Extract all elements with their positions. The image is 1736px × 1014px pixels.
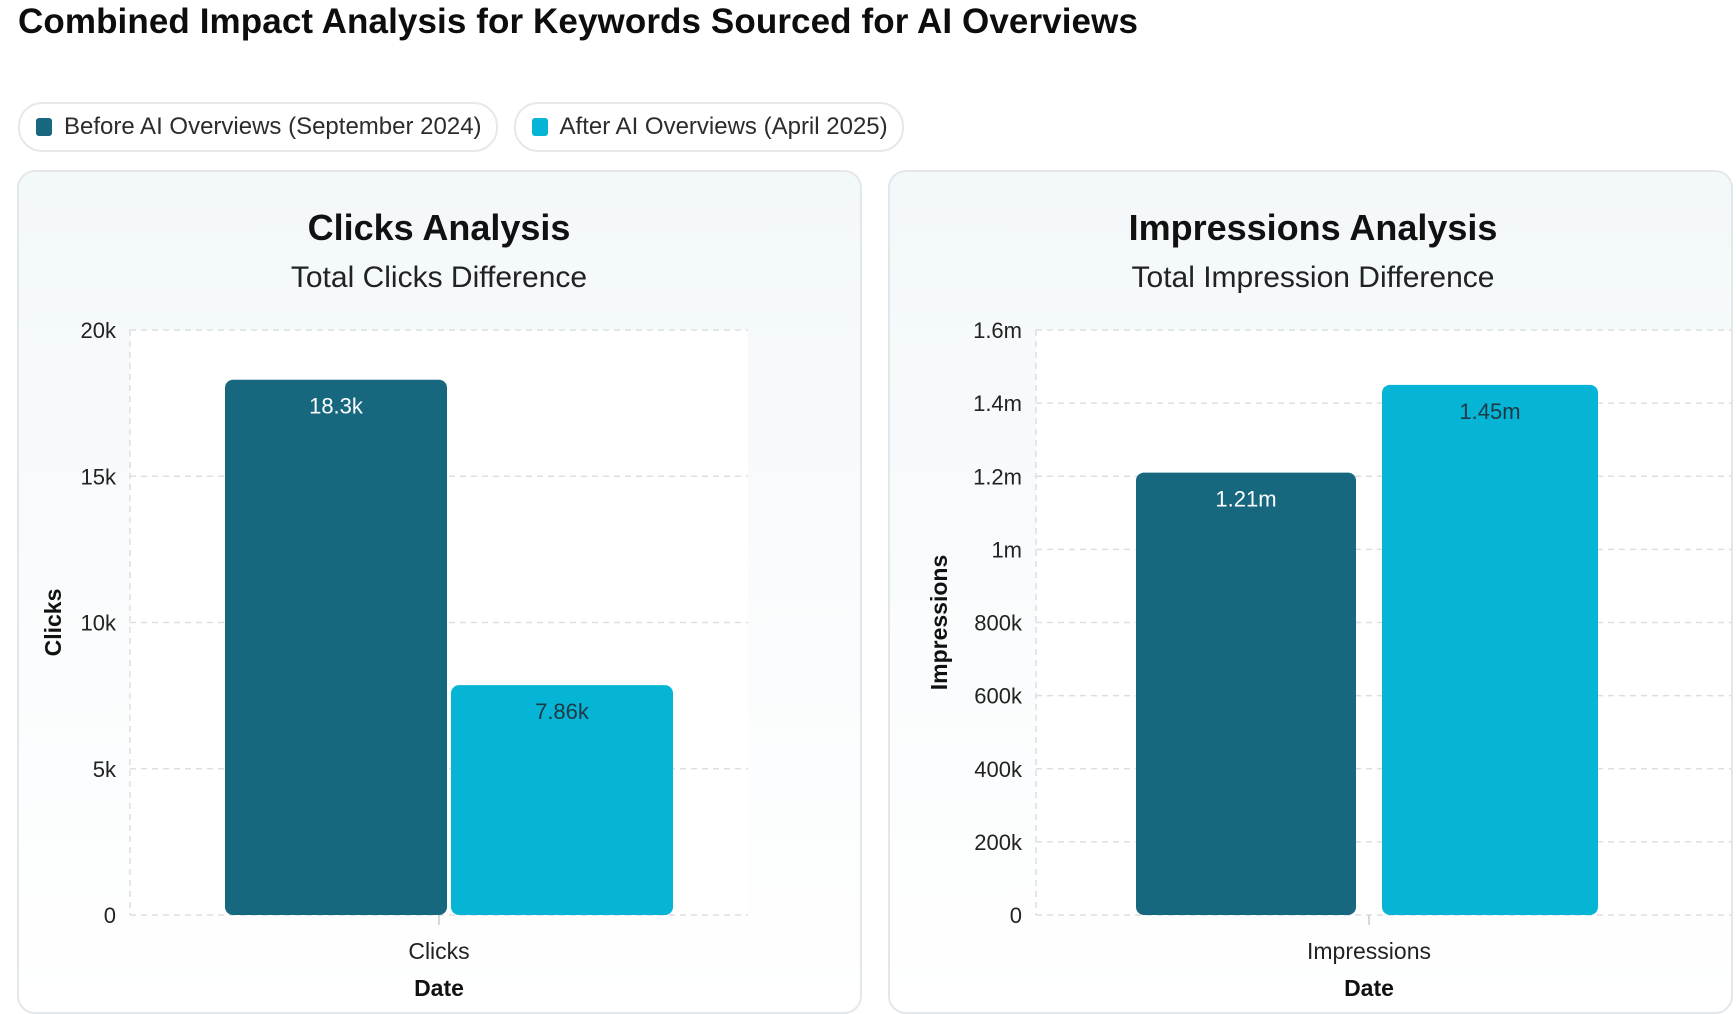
impressions-chart-panel: Impressions Analysis Total Impression Dif… xyxy=(888,170,1733,1014)
impressions-chart-subtitle: Total Impression Difference xyxy=(1132,261,1495,294)
page-title: Combined Impact Analysis for Keywords So… xyxy=(18,2,1139,41)
clicks-ytick-label: 0 xyxy=(104,903,116,928)
impressions-ytick-label: 1.4m xyxy=(973,391,1022,416)
impressions-ytick-label: 1m xyxy=(991,537,1022,562)
clicks-chart: Clicks Analysis Total Clicks Difference 0 5… xyxy=(40,207,748,1001)
clicks-chart-panel: Clicks Analysis Total Clicks Difference 0 5… xyxy=(17,170,862,1014)
clicks-ytick-label: 15k xyxy=(81,464,117,489)
clicks-bar-before-ai-overviews-september-2024[interactable] xyxy=(225,379,447,916)
impressions-bar-label: 1.45m xyxy=(1459,399,1520,424)
clicks-chart-title: Clicks Analysis xyxy=(308,207,571,248)
impressions-chart-title: Impressions Analysis xyxy=(1129,207,1498,248)
impressions-bar-before-ai-overviews-september-2024[interactable] xyxy=(1136,472,1356,915)
impressions-bar-label: 1.21m xyxy=(1215,487,1276,512)
clicks-y-axis-title: Clicks xyxy=(40,589,66,657)
legend-swatch-before xyxy=(36,118,52,136)
impressions-category-label: Impressions xyxy=(1307,938,1431,964)
impressions-x-axis-title: Date xyxy=(1344,975,1394,1001)
impressions-ytick-label: 0 xyxy=(1010,903,1022,928)
clicks-ytick-label: 20k xyxy=(81,318,117,343)
impressions-y-axis-title: Impressions xyxy=(926,555,952,691)
impressions-bar-after-ai-overviews-april-2025[interactable] xyxy=(1382,384,1598,915)
legend-label-before: Before AI Overviews (September 2024) xyxy=(64,113,482,140)
clicks-x-axis-title: Date xyxy=(414,975,464,1001)
impressions-ytick-label: 1.2m xyxy=(973,464,1022,489)
clicks-bar-label: 18.3k xyxy=(309,394,364,419)
impressions-chart: Impressions Analysis Total Impression Dif… xyxy=(926,207,1731,1001)
impressions-ytick-label: 1.6m xyxy=(973,318,1022,343)
clicks-ytick-label: 10k xyxy=(81,611,117,636)
impressions-ytick-label: 400k xyxy=(974,757,1023,782)
legend-swatch-after xyxy=(531,118,548,136)
clicks-bar-after-ai-overviews-april-2025[interactable] xyxy=(451,685,673,915)
impressions-ytick-label: 800k xyxy=(974,611,1023,636)
legend-item-after[interactable]: After AI Overviews (April 2025) xyxy=(513,102,904,152)
clicks-bar-label: 7.86k xyxy=(535,699,590,724)
impressions-ytick-label: 200k xyxy=(974,830,1023,855)
clicks-chart-subtitle: Total Clicks Difference xyxy=(291,261,587,294)
clicks-ytick-label: 5k xyxy=(93,757,117,782)
legend-item-before[interactable]: Before AI Overviews (September 2024) xyxy=(18,102,498,152)
impressions-ytick-label: 600k xyxy=(974,684,1023,709)
clicks-category-label: Clicks xyxy=(408,938,469,964)
legend: Before AI Overviews (September 2024) Aft… xyxy=(18,102,904,152)
legend-label-after: After AI Overviews (April 2025) xyxy=(559,113,888,140)
